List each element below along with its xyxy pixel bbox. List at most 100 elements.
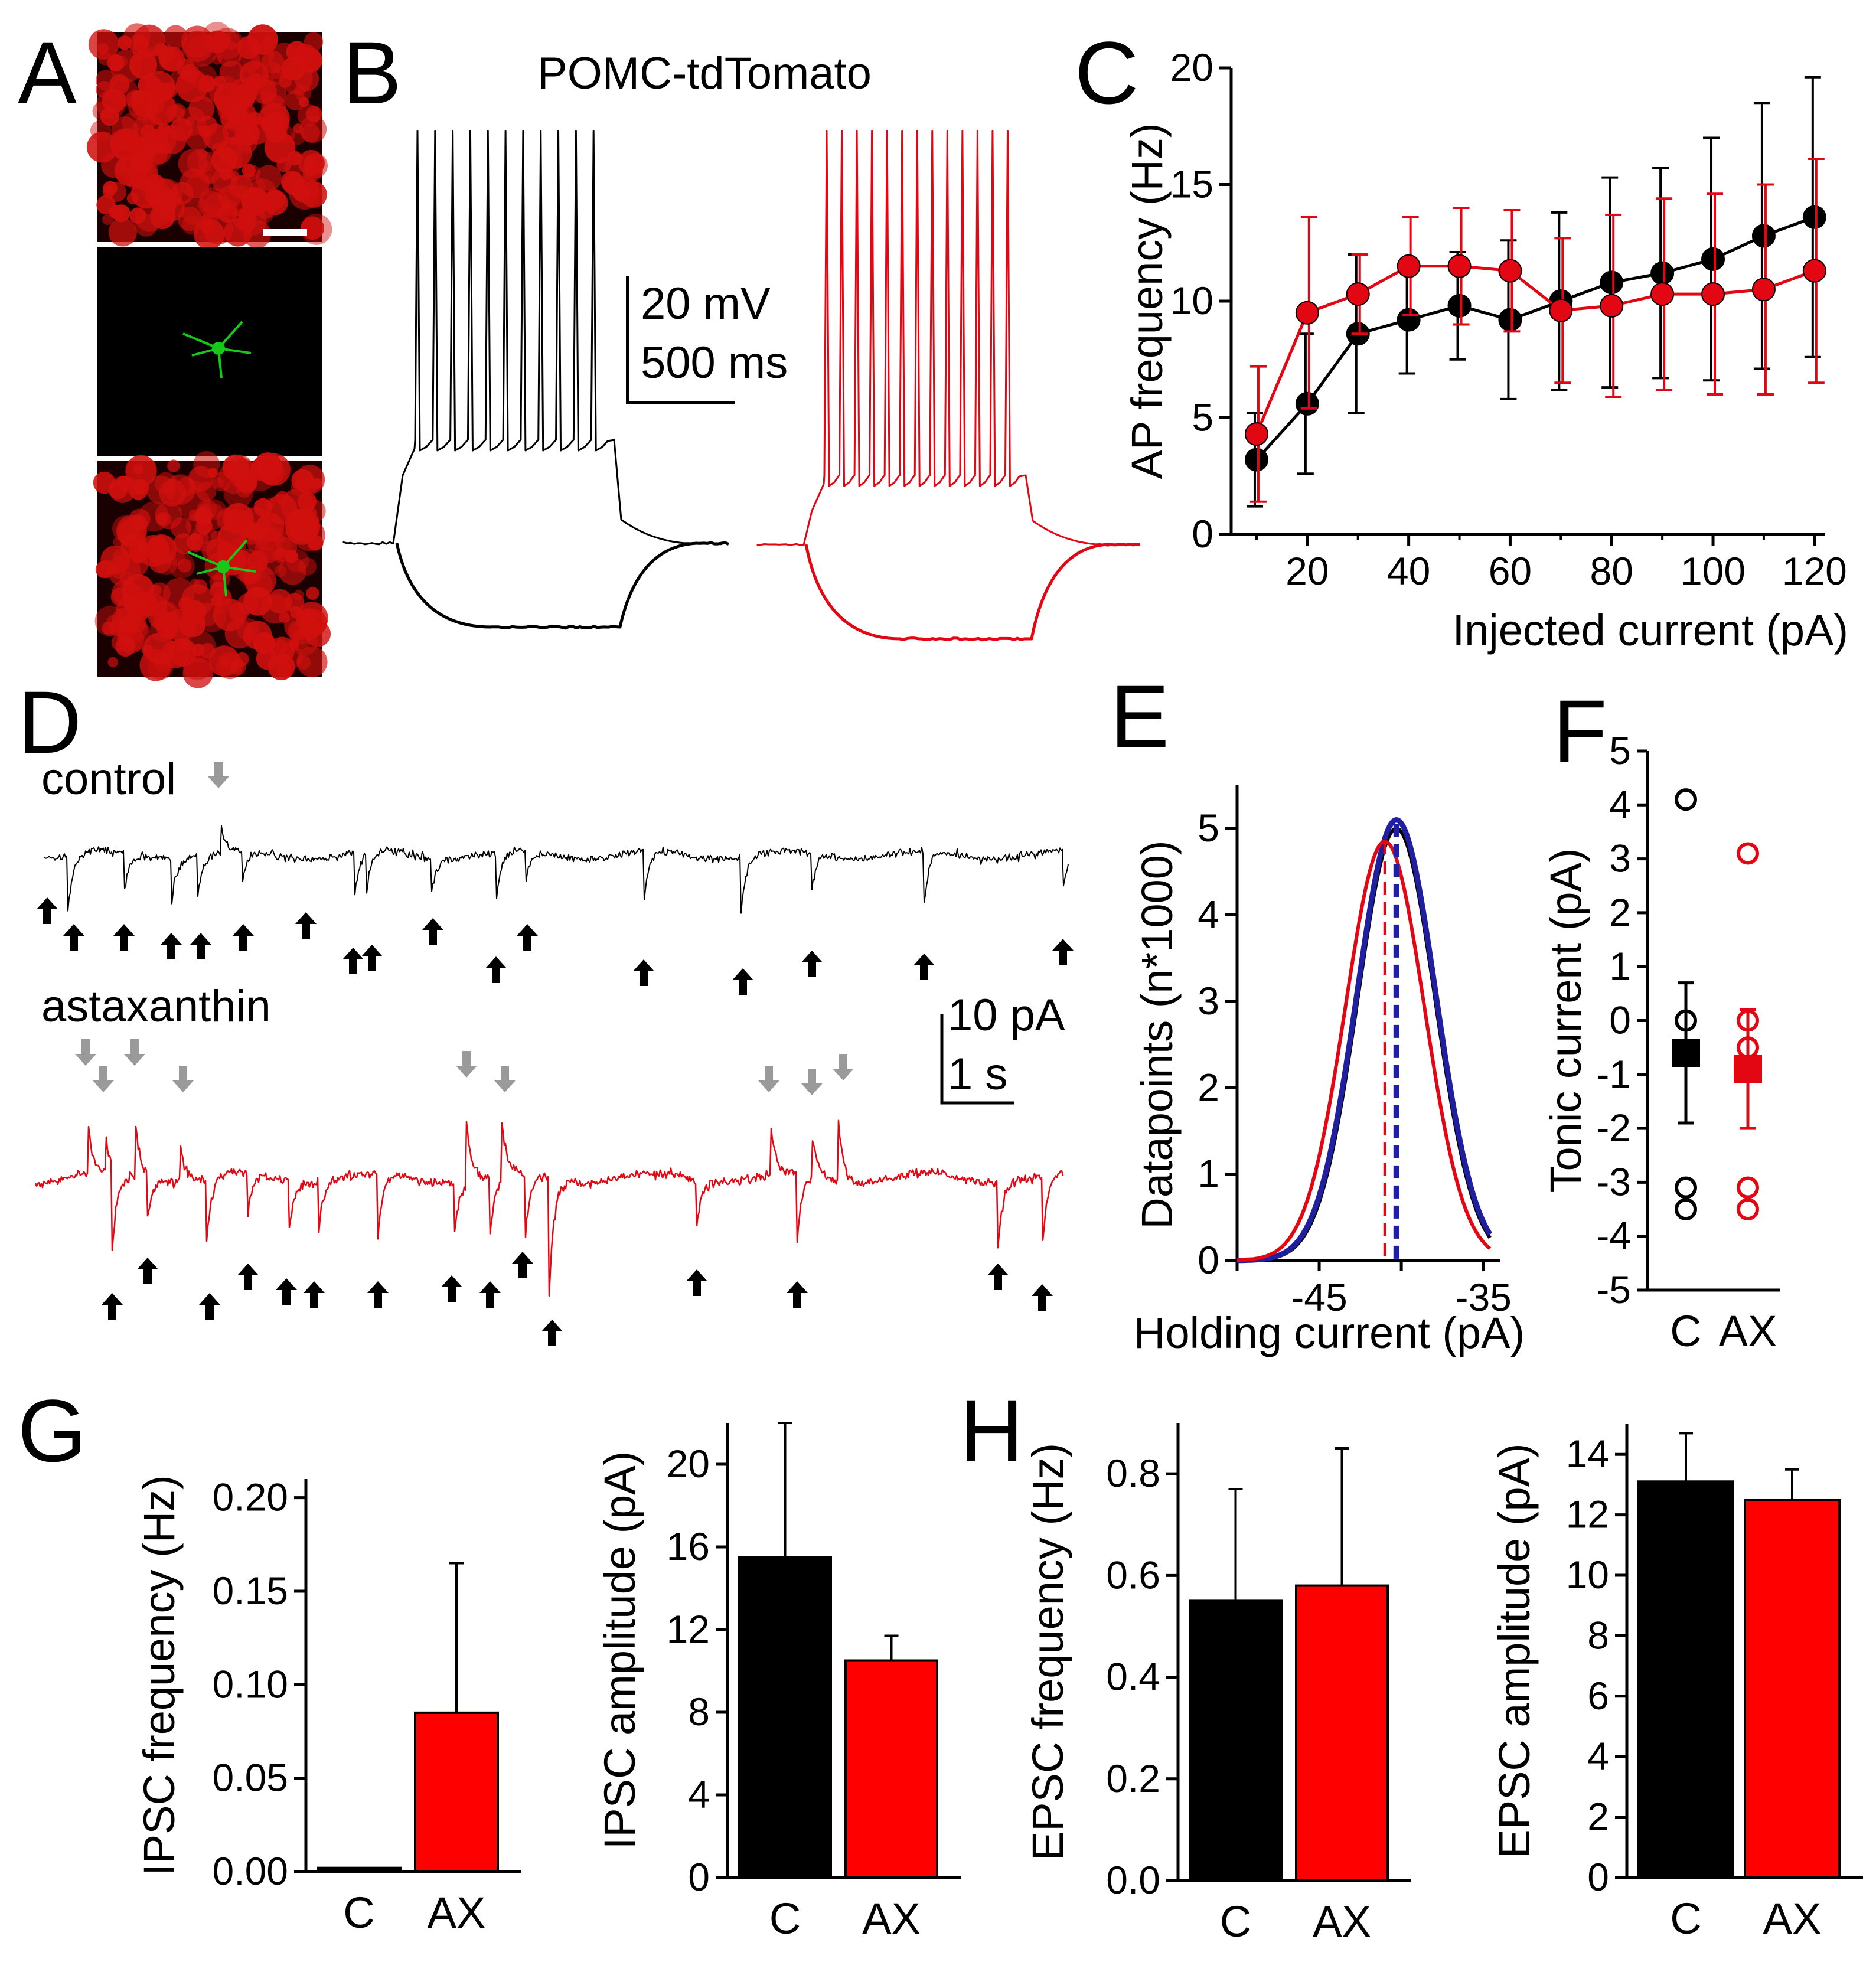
y-tick-label: 0.6 (1106, 1553, 1160, 1597)
y-tick-label: 15 (1170, 162, 1213, 206)
green-neuron (182, 321, 252, 378)
neuron-dendrite (218, 347, 252, 354)
y-axis-label: IPSC amplitude (pA) (595, 1451, 644, 1850)
label-control: control (41, 754, 176, 804)
red-cell (155, 553, 178, 576)
red-cell (233, 550, 252, 568)
y-tick-label: 5 (1198, 806, 1219, 850)
x-category-label: C (1670, 1894, 1701, 1943)
scale-label-s: 1 s (948, 1049, 1007, 1099)
x-category-label: C (769, 1894, 801, 1943)
event-arrow-up-icon (512, 1252, 533, 1278)
trace-astaxanthin-currents (34, 1119, 1064, 1297)
neuron-dendrite (191, 347, 219, 357)
series-ax-point (1346, 282, 1370, 306)
y-axis-label: Datapoints (n*1000) (1133, 840, 1182, 1229)
red-cell (213, 588, 232, 607)
scale-label-pa: 10 pA (948, 990, 1065, 1040)
red-cell (166, 104, 184, 123)
event-arrow-down-icon (456, 1051, 477, 1078)
red-cell (123, 552, 149, 577)
red-cell (248, 112, 262, 126)
red-cell (125, 455, 157, 487)
event-arrows (37, 762, 1074, 1346)
event-arrow-up-icon (361, 945, 383, 971)
red-cell (158, 125, 187, 154)
y-tick-label: 0.8 (1106, 1451, 1160, 1495)
red-cell (109, 204, 125, 220)
neuron-dendrite (222, 539, 248, 568)
x-category-label: AX (428, 1888, 486, 1937)
x-category-label: AX (1719, 1307, 1777, 1356)
y-tick-label: 1 (1609, 944, 1631, 988)
panel-label-a: A (18, 23, 77, 122)
red-cell (246, 572, 273, 598)
red-cell (180, 64, 200, 83)
series-ax-point (1650, 282, 1675, 306)
y-axis-label: AP frequency (Hz) (1123, 123, 1172, 479)
event-arrow-down-icon (208, 762, 229, 788)
red-cell (302, 499, 326, 523)
x-tick-label: -45 (1291, 1275, 1347, 1319)
event-arrow-up-icon (686, 1269, 707, 1296)
red-cell (288, 639, 299, 650)
y-tick-label: 10 (1566, 1553, 1609, 1597)
red-cell (131, 151, 154, 172)
event-arrow-down-icon (801, 1069, 823, 1095)
bar-ax (414, 1711, 499, 1873)
y-tick-label: 16 (667, 1524, 710, 1568)
red-cell (168, 553, 195, 579)
red-cell (264, 132, 296, 164)
event-arrow-up-icon (441, 1275, 462, 1302)
series-control-point (1447, 293, 1472, 318)
neuron-dendrite (217, 321, 243, 350)
chart-epsc-frequency: 0.0 0.2 0.4 0.6 0.8 EPSC frequency (Hz) C AX (1023, 1423, 1411, 1946)
panel-d: control astaxanthin 10 pA 1 s (34, 754, 1074, 1346)
panel-label-b: B (342, 23, 402, 122)
event-arrow-up-icon (137, 1258, 158, 1284)
red-cell (304, 155, 315, 167)
red-cell (102, 214, 114, 226)
point-ax (1737, 1176, 1759, 1199)
red-cell (132, 43, 149, 58)
x-category-label: AX (1763, 1894, 1822, 1943)
bar-ax (1295, 1584, 1389, 1882)
red-cell (195, 517, 213, 535)
y-tick-label: 20 (667, 1442, 710, 1486)
red-cell (253, 498, 272, 517)
red-cell (149, 584, 162, 596)
series-control-point (1498, 308, 1522, 332)
red-cell (285, 550, 298, 563)
panel-label-c: C (1075, 23, 1138, 122)
red-cell (151, 87, 163, 100)
red-cell (86, 131, 118, 163)
chart-ipsc-amplitude: 0 4 8 12 16 20 IPSC amplitude (pA) C AX (595, 1422, 961, 1943)
y-tick-label: 4 (1587, 1734, 1609, 1778)
y-tick-label: -3 (1596, 1160, 1631, 1203)
y-tick-label: 0 (688, 1855, 710, 1899)
series-ax-point (1701, 282, 1725, 306)
red-cell (253, 632, 276, 655)
event-arrow-down-icon (494, 1066, 516, 1092)
red-cell (117, 518, 146, 548)
red-cell (293, 123, 304, 134)
red-cell (278, 612, 291, 623)
scale-bar-d (940, 1014, 1014, 1105)
series-control-point (1802, 205, 1826, 229)
red-cell (198, 74, 216, 92)
red-cell (155, 472, 177, 495)
trace-control-currents (44, 825, 1069, 914)
red-cell (191, 525, 218, 552)
y-tick-label: 4 (1609, 782, 1631, 826)
red-cell (223, 503, 254, 534)
red-cell (296, 655, 311, 670)
y-tick-label: 0 (1609, 998, 1631, 1042)
series-control-point (1650, 261, 1675, 285)
panel-b-title: POMC-tdTomato (537, 48, 872, 99)
red-cell (124, 584, 143, 603)
x-tick-label: -35 (1455, 1275, 1511, 1319)
bar-ax (844, 1659, 938, 1879)
event-arrow-up-icon (485, 956, 507, 983)
scale-label-mv: 20 mV (641, 279, 771, 329)
